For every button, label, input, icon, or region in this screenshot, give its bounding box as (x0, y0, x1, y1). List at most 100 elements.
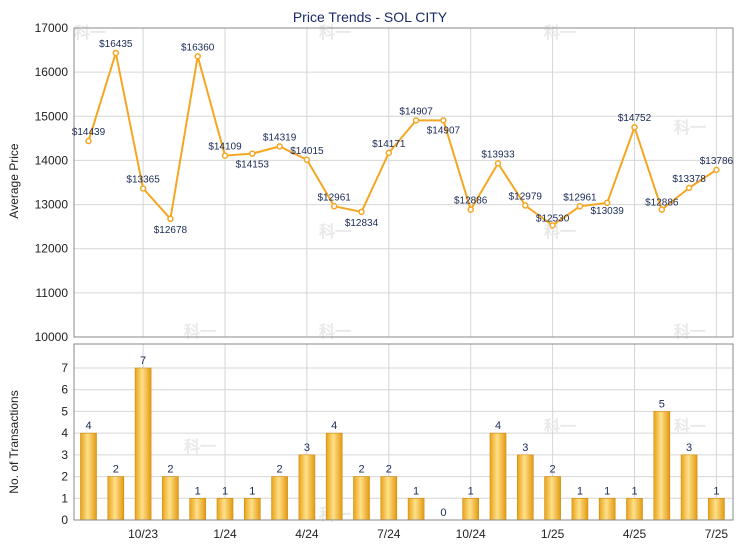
watermark-text: 科一 (319, 222, 351, 241)
price-axis-label: Average Price (7, 143, 21, 218)
watermark-text: 科一 (674, 417, 706, 436)
transaction-bar (271, 476, 288, 521)
watermark-text: 科一 (544, 222, 576, 241)
price-data-label: $14907 (399, 106, 433, 117)
price-data-label: $14109 (208, 142, 242, 153)
x-tick-label: 4/24 (295, 527, 319, 541)
price-data-label: $13378 (672, 174, 706, 185)
transaction-bar (571, 497, 589, 521)
price-point (467, 206, 474, 213)
transaction-bar (516, 454, 534, 521)
price-y-tick-label: 12000 (35, 242, 69, 256)
price-line (87, 52, 717, 227)
transactions-y-tick-label: 2 (61, 470, 68, 484)
x-tick-label: 1/24 (213, 527, 237, 541)
x-tick-label: 4/25 (623, 527, 647, 541)
price-point (330, 203, 338, 210)
watermark-text: 科一 (674, 118, 706, 137)
transaction-bar (407, 497, 425, 521)
price-data-label: $13365 (126, 174, 160, 185)
price-data-label: $13933 (481, 149, 515, 160)
transaction-bar (244, 497, 261, 521)
price-point (139, 185, 147, 192)
chart-title: Price Trends - SOL CITY (293, 9, 448, 25)
transaction-count-label: 4 (495, 420, 501, 432)
transaction-count-label: 1 (468, 485, 474, 497)
x-tick-label: 7/24 (377, 527, 401, 541)
transactions-axis-label: No. of Transactions (7, 390, 21, 493)
transaction-count-label: 1 (631, 485, 637, 497)
price-data-label: $12979 (509, 191, 543, 202)
x-tick-label: 1/25 (541, 527, 565, 541)
transaction-count-label: 2 (358, 464, 364, 476)
price-data-label: $12886 (645, 198, 679, 209)
transaction-count-label: 2 (550, 464, 556, 476)
transaction-count-label: 1 (413, 485, 419, 497)
price-data-label: $12678 (154, 225, 188, 236)
price-y-tick-label: 13000 (35, 198, 69, 212)
watermark-text: 科一 (319, 23, 351, 42)
price-point (631, 123, 638, 131)
price-y-tick-label: 11000 (36, 286, 69, 300)
transactions-y-tick-label: 1 (61, 491, 68, 505)
price-y-tick-label: 14000 (35, 153, 69, 167)
transaction-bar (216, 497, 234, 521)
transactions-y-tick-label: 4 (61, 426, 68, 440)
price-data-label: $14907 (427, 125, 461, 136)
transaction-count-label: 1 (222, 485, 228, 497)
price-point (603, 199, 611, 207)
transaction-bar (626, 497, 643, 521)
transaction-count-label: 1 (577, 485, 583, 497)
price-point (194, 53, 201, 60)
price-data-label: $14153 (236, 160, 270, 171)
watermark-text: 科一 (544, 417, 576, 436)
transactions-y-tick-label: 3 (61, 448, 68, 462)
price-point (494, 160, 502, 167)
transaction-count-label: 1 (713, 485, 719, 497)
price-point (385, 149, 393, 157)
transactions-y-tick-label: 6 (61, 383, 68, 397)
price-data-label: $14015 (290, 146, 324, 157)
price-data-label: $12961 (563, 192, 597, 203)
price-plot-frame (73, 27, 734, 338)
transaction-bar (653, 411, 671, 521)
price-data-label: $14171 (372, 139, 406, 150)
price-point (167, 215, 174, 223)
price-point (685, 184, 693, 192)
transaction-bar (544, 476, 561, 521)
price-point (85, 137, 92, 145)
watermark-text: 科一 (544, 23, 576, 42)
price-data-label: $14319 (263, 132, 297, 143)
transaction-count-label: 1 (195, 485, 201, 497)
price-line-plot: 10000 11000 12000 13000 14000 15000 16000 17000… (35, 21, 734, 344)
price-y-tick-label: 15000 (35, 109, 69, 123)
price-data-label: $13039 (591, 206, 625, 217)
price-point (713, 166, 720, 174)
watermark-text: 科一 (674, 322, 706, 341)
transaction-bar (462, 497, 480, 521)
price-data-label: $14752 (618, 113, 652, 124)
price-y-tick-label: 17000 (35, 21, 69, 35)
price-point (221, 152, 229, 159)
transaction-count-label: 1 (604, 485, 610, 497)
price-point (658, 206, 666, 213)
price-y-tick-label: 16000 (35, 65, 69, 79)
price-data-label: $16435 (99, 39, 133, 50)
price-data-label: $12834 (345, 218, 379, 229)
price-data-label: $16360 (181, 42, 215, 53)
price-data-label: $13786 (700, 156, 734, 167)
transaction-bar (134, 367, 152, 521)
transaction-count-label: 2 (386, 464, 392, 476)
transaction-count-label: 3 (522, 442, 528, 454)
transactions-y-tick-label: 5 (61, 404, 68, 418)
watermark-text: 科一 (319, 322, 351, 341)
price-point (358, 208, 365, 216)
watermark-text: 科一 (184, 322, 216, 341)
price-point (303, 156, 311, 164)
price-data-label: $12886 (454, 196, 488, 207)
transaction-count-label: 4 (331, 420, 337, 432)
x-tick-label: 10/23 (128, 527, 158, 541)
transactions-y-tick-label: 7 (61, 361, 68, 375)
x-tick-label: 7/25 (705, 527, 729, 541)
